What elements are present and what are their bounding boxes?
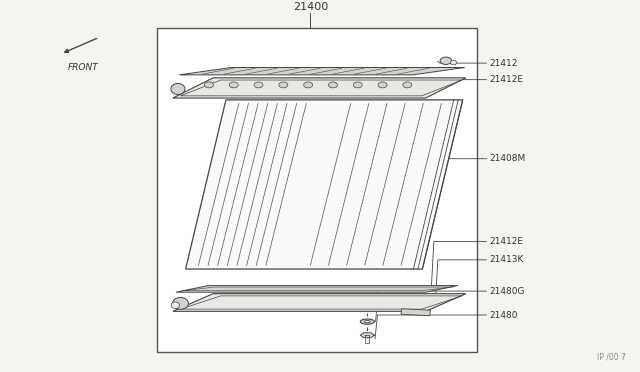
Text: 21412: 21412 — [490, 59, 518, 68]
Polygon shape — [186, 100, 463, 269]
Text: IP /00 7: IP /00 7 — [597, 353, 626, 362]
Polygon shape — [179, 68, 465, 75]
Text: 21480G: 21480G — [490, 286, 525, 296]
Ellipse shape — [360, 319, 374, 324]
Text: 21400: 21400 — [292, 1, 328, 12]
Ellipse shape — [328, 82, 337, 88]
Ellipse shape — [451, 60, 457, 65]
Ellipse shape — [172, 302, 179, 308]
Ellipse shape — [403, 82, 412, 88]
Ellipse shape — [205, 82, 214, 88]
Ellipse shape — [229, 82, 238, 88]
Ellipse shape — [378, 82, 387, 88]
Polygon shape — [360, 333, 374, 338]
Polygon shape — [176, 286, 458, 292]
Text: 21413K: 21413K — [490, 255, 524, 264]
Ellipse shape — [364, 321, 370, 323]
Text: 21408M: 21408M — [490, 154, 526, 163]
Ellipse shape — [279, 82, 288, 88]
Text: 21412E: 21412E — [490, 75, 524, 84]
Text: FRONT: FRONT — [68, 63, 99, 72]
Ellipse shape — [254, 82, 263, 88]
Polygon shape — [173, 294, 466, 311]
Bar — [157, 28, 477, 352]
Text: 21480: 21480 — [490, 311, 518, 320]
Bar — [401, 309, 431, 316]
Text: 21412E: 21412E — [490, 237, 524, 246]
Ellipse shape — [353, 82, 362, 88]
Polygon shape — [173, 78, 466, 98]
Ellipse shape — [303, 82, 312, 88]
Ellipse shape — [171, 83, 185, 94]
Ellipse shape — [173, 298, 188, 309]
Ellipse shape — [440, 57, 452, 64]
